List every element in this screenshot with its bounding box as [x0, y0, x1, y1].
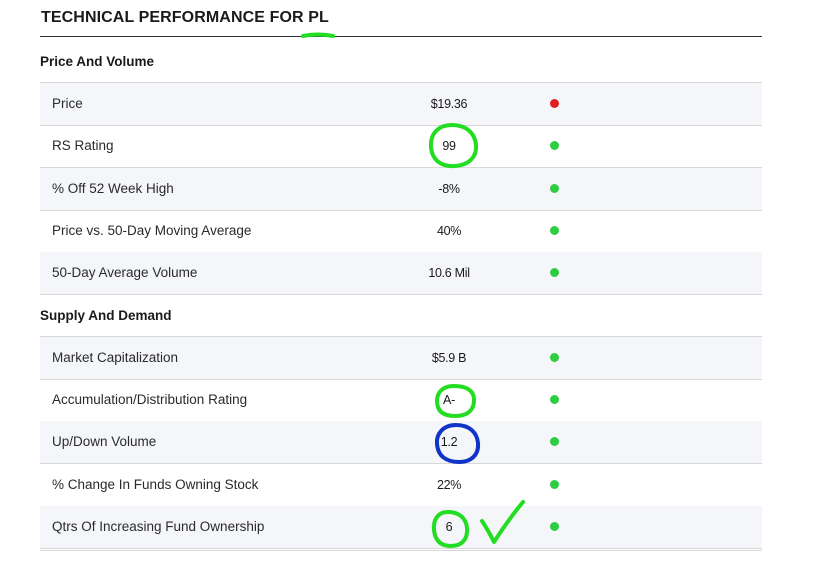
title-divider [40, 36, 762, 37]
metric-value: A- [443, 393, 455, 407]
metric-label: Qtrs Of Increasing Fund Ownership [52, 519, 265, 534]
status-dot-red-icon [550, 99, 559, 108]
metric-label: Up/Down Volume [52, 434, 157, 449]
metric-value: $19.36 [430, 97, 468, 111]
metric-value: -8% [438, 182, 460, 196]
table-bottom-divider [40, 550, 762, 551]
table-row: Market Capitalization $5.9 B [40, 336, 762, 380]
table-row: % Change In Funds Owning Stock 22% [40, 464, 762, 507]
metric-label: % Change In Funds Owning Stock [52, 477, 259, 492]
metric-value: 22% [436, 478, 462, 492]
table-row: % Off 52 Week High -8% [40, 168, 762, 211]
table-row: Qtrs Of Increasing Fund Ownership 6 [40, 506, 762, 549]
status-dot-green-icon [550, 522, 559, 531]
metric-label: Accumulation/Distribution Rating [52, 392, 248, 407]
metric-value: 99 [442, 139, 456, 153]
table-row: Accumulation/Distribution Rating A- [40, 379, 762, 422]
metric-value: 1.2 [440, 435, 458, 449]
status-dot-green-icon [550, 353, 559, 362]
status-dot-green-icon [550, 437, 559, 446]
status-dot-green-icon [550, 226, 559, 235]
metric-value: 10.6 Mil [428, 266, 470, 280]
metric-label: Price [52, 96, 83, 111]
table-row: 50-Day Average Volume 10.6 Mil [40, 252, 762, 295]
table-row: Price $19.36 [40, 82, 762, 126]
table-row: Up/Down Volume 1.2 [40, 421, 762, 464]
status-dot-green-icon [550, 395, 559, 404]
section-header-supply-and-demand: Supply And Demand [40, 308, 762, 336]
metric-label: 50-Day Average Volume [52, 265, 198, 280]
status-dot-green-icon [550, 268, 559, 277]
metric-value: $5.9 B [431, 351, 467, 365]
status-dot-green-icon [550, 141, 559, 150]
section-title: Supply And Demand [40, 308, 172, 323]
metric-label: RS Rating [52, 138, 114, 153]
page-title: TECHNICAL PERFORMANCE FOR PL [41, 9, 329, 26]
status-dot-green-icon [550, 480, 559, 489]
status-dot-green-icon [550, 184, 559, 193]
section-title: Price And Volume [40, 54, 155, 69]
metric-label: Price vs. 50-Day Moving Average [52, 223, 252, 238]
metric-value: 6 [445, 520, 453, 534]
metric-value: 40% [436, 224, 462, 238]
metric-label: Market Capitalization [52, 350, 179, 365]
table-row: RS Rating 99 [40, 125, 762, 168]
metric-label: % Off 52 Week High [52, 181, 174, 196]
section-header-price-and-volume: Price And Volume [40, 54, 762, 82]
table-row: Price vs. 50-Day Moving Average 40% [40, 210, 762, 253]
